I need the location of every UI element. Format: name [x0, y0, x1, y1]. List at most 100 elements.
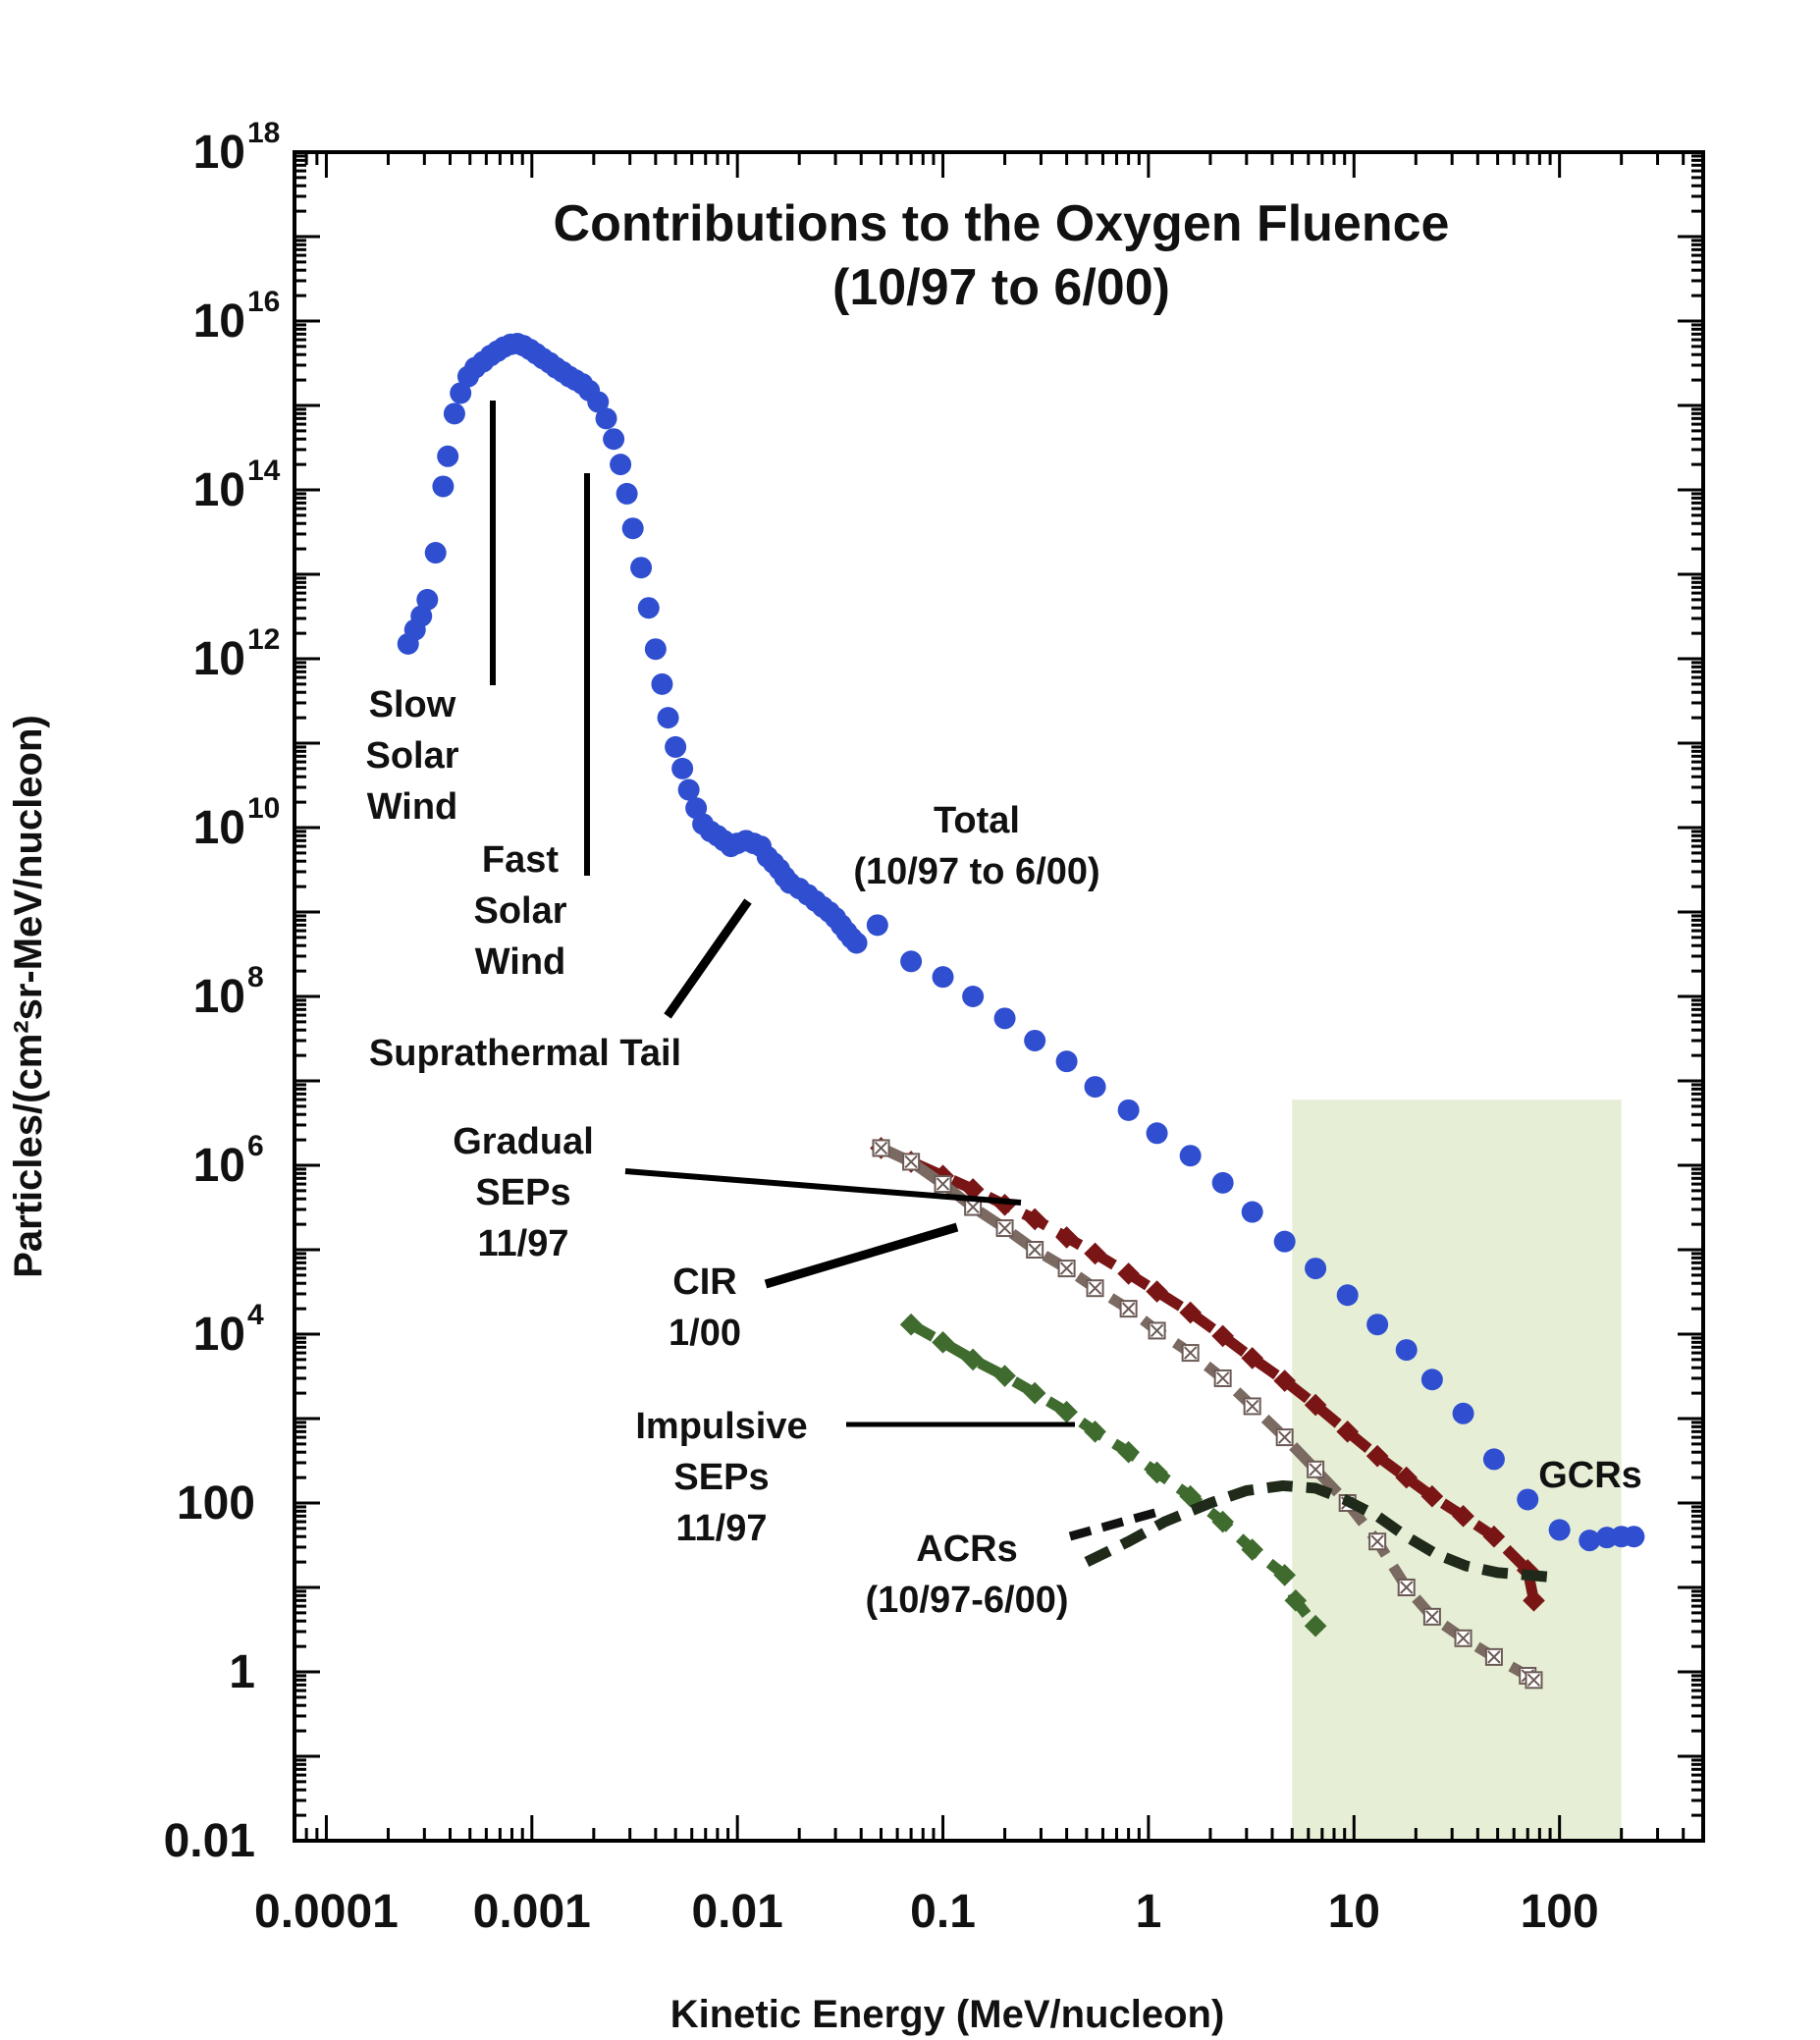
impulsive-data-marker [1304, 1614, 1327, 1637]
total-data-point [616, 482, 638, 505]
y-tick-exponent: 6 [247, 1130, 264, 1162]
total-data-point [424, 542, 447, 564]
chart-subtitle: (10/97 to 6/00) [832, 259, 1170, 316]
total-data-point [416, 588, 439, 611]
y-tick-label: 0.01 [164, 1815, 255, 1867]
y-tick-label: 10 [193, 127, 245, 179]
impulsive-data-marker [1117, 1440, 1140, 1464]
impulsive-data-marker [1179, 1484, 1202, 1508]
total-data-point [962, 986, 985, 1007]
y-tick-label: 1 [229, 1646, 255, 1698]
gradual-data-marker [1179, 1301, 1202, 1324]
cir-data-marker-cross [1059, 1262, 1074, 1275]
cir-data-marker-cross [874, 1141, 888, 1155]
gradual-data-marker [1241, 1347, 1263, 1369]
total-data-point [610, 454, 632, 476]
total-data-point [1211, 1171, 1234, 1194]
y-tick-exponent: 8 [247, 961, 264, 993]
total-data-point [866, 914, 888, 937]
cir-data-marker-cross [1456, 1632, 1471, 1645]
gradual-data-marker [1482, 1525, 1506, 1548]
total-data-point [450, 382, 472, 404]
gradual-data-marker [1336, 1421, 1360, 1443]
y-tick-exponent: 10 [247, 792, 280, 825]
x-tick-label: 1 [1136, 1886, 1162, 1938]
annotation-impulsive-seps: Impulsive SEPs 11/97 [635, 1406, 807, 1549]
cir-data-marker-cross [1309, 1463, 1322, 1476]
total-data-point [671, 757, 694, 779]
total-data-point [587, 391, 610, 413]
total-data-point [621, 517, 644, 540]
gradual-data-marker [1273, 1369, 1296, 1392]
cir-data-marker-cross [1487, 1650, 1501, 1664]
total-data-point [437, 445, 459, 467]
x-tick-label: 0.01 [691, 1886, 782, 1938]
gradual-data-marker [1523, 1589, 1545, 1612]
impulsive-data-marker [1211, 1510, 1234, 1533]
total-data-point [603, 428, 625, 451]
impulsive-data-marker [932, 1331, 954, 1354]
total-data-point [1179, 1145, 1202, 1167]
total-data-point [1305, 1258, 1327, 1280]
y-tick-label: 10 [193, 464, 245, 516]
total-data-point [1024, 1029, 1046, 1051]
gradual-data-marker [1084, 1242, 1106, 1265]
cir-data-marker-cross [1088, 1281, 1102, 1295]
total-data-point [1623, 1526, 1645, 1548]
cir-data-marker-cross [904, 1154, 918, 1169]
total-data-point [637, 597, 660, 619]
series-cir [872, 1139, 1543, 1690]
cir-data-marker-cross [997, 1221, 1012, 1235]
impulsive-data-marker [1055, 1400, 1078, 1423]
total-data-point [1084, 1076, 1106, 1099]
series-total [397, 333, 1645, 1552]
gradual-data-marker [1395, 1466, 1419, 1489]
total-data-point [932, 966, 954, 989]
gcr-shaded-region [1292, 1100, 1622, 1841]
impulsive-data-marker [961, 1348, 985, 1371]
suprathermal-leader [664, 898, 752, 1019]
series-impulsive [899, 1313, 1327, 1637]
gradual-data-marker [1055, 1226, 1078, 1249]
annotation-slow-solar-wind: Slow Solar Wind [365, 684, 458, 828]
total-data-point [1420, 1369, 1443, 1391]
acrs-leader [1068, 1507, 1160, 1541]
total-data-point [1482, 1448, 1505, 1471]
chart-title: Contributions to the Oxygen Fluence [554, 195, 1450, 252]
total-data-point [443, 403, 465, 425]
acrs-line [1084, 1479, 1561, 1584]
total-data-point [1452, 1402, 1474, 1424]
cir-data-marker-cross [1400, 1581, 1414, 1594]
impulsive-data-marker [1023, 1381, 1046, 1405]
y-tick-exponent: 12 [247, 623, 280, 656]
x-tick-label: 0.001 [473, 1886, 591, 1938]
total-data-point [993, 1007, 1016, 1030]
gradual-data-marker [1420, 1484, 1444, 1508]
x-tick-label: 0.0001 [254, 1886, 399, 1938]
y-tick-exponent: 18 [247, 117, 280, 149]
cir-data-marker-cross [1028, 1243, 1042, 1257]
total-data-point [1336, 1284, 1359, 1307]
gradual-data-marker [1452, 1505, 1474, 1528]
annotation-fast-solar-wind: Fast Solar Wind [473, 839, 566, 983]
impulsive-data-marker [1146, 1461, 1168, 1484]
total-data-point [900, 950, 923, 973]
x-tick-label: 10 [1328, 1886, 1380, 1938]
total-data-point [1273, 1230, 1296, 1253]
impulsive-data-marker [1273, 1564, 1296, 1586]
y-tick-label: 10 [193, 633, 245, 685]
series-acrs [1084, 1479, 1561, 1584]
gradual-leader [624, 1168, 1022, 1206]
cir-data-marker-cross [1121, 1302, 1136, 1315]
cir-data-marker-cross [1526, 1673, 1541, 1688]
total-data-point [677, 778, 700, 801]
cir-data-marker-cross [966, 1200, 980, 1214]
impulsive-data-marker [899, 1313, 923, 1336]
annotation-total: Total (10/97 to 6/00) [853, 800, 1099, 892]
y-axis-label: Particles/(cm²sr-MeV/nucleon) [7, 715, 50, 1278]
total-data-point [1055, 1050, 1078, 1073]
impulsive-data-marker [1241, 1538, 1263, 1561]
y-tick-label: 100 [177, 1477, 255, 1530]
y-tick-label: 10 [193, 1309, 245, 1361]
